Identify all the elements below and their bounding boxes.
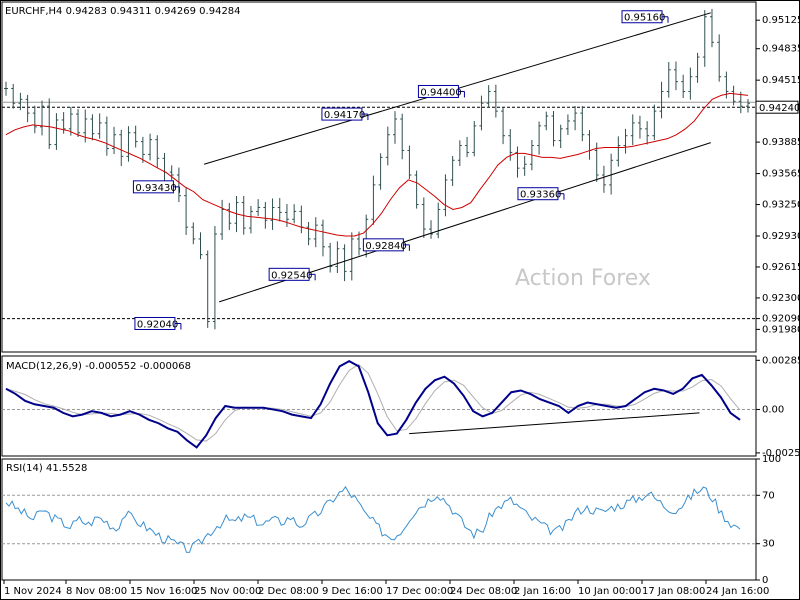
price-tick-label: 0.92615 [762,262,800,273]
x-tick-label: 2 Jan 16:00 [514,586,571,597]
x-tick-label: 25 Nov 00:00 [194,586,261,597]
price-tick-label: 0.93885 [762,137,800,148]
rsi-label: RSI(14) 41.5528 [6,463,87,474]
macd-signal-line [5,364,741,442]
current-price-label: 0.94240 [759,103,800,114]
price-tick-label: 0.94515 [762,75,800,86]
ohlc-bars [4,8,750,330]
annotation-label: 0.93360 [520,190,561,201]
price-tick-label: 0.92090 [762,314,800,325]
macd-line [5,360,741,449]
x-tick-label: 1 Nov 2024 [4,586,62,597]
x-tick-label: 9 Dec 16:00 [322,586,383,597]
annotation-label: 0.92540 [271,270,312,281]
macd-panel-frame [1,355,757,457]
x-tick-label: 24 Dec 08:00 [450,586,517,597]
panel-frames [1,1,757,581]
current-price-box [755,100,799,114]
x-tick-label: 15 Nov 16:00 [130,586,197,597]
price-panel: 0.95125 0.94835 0.94515 0.94240 0.93885 0.935… [2,8,800,335]
x-axis: 1 Nov 2024 8 Nov 08:00 15 Nov 16:0025 Nov … [3,580,769,597]
rsi-tick-label: 30 [762,539,775,550]
rsi-panel: 100 70 30 0 [2,454,781,586]
annotation-label: 0.94170 [324,110,365,121]
rsi-tick-label: 100 [762,454,781,465]
chart-header: EURCHF,H4 0.94283 0.94311 0.94269 0.9428… [5,6,241,17]
rsi-panel-frame [1,458,757,581]
moving-average-line [5,92,749,237]
rsi-tick-label: 70 [762,490,775,501]
x-tick-label: 2 Dec 08:00 [258,586,319,597]
price-panel-frame [1,1,757,353]
x-tick-label: 8 Nov 08:00 [66,586,127,597]
x-tick-label: 17 Jan 08:00 [642,586,705,597]
macd-tick-label: -0.00252 [762,448,800,459]
annotation-label: 0.94400 [420,87,461,98]
price-tick-label: 0.92300 [762,293,800,304]
annotation-label: 0.95160 [624,13,665,24]
price-tick-label: 0.94835 [762,44,800,55]
rsi-line [5,485,741,553]
x-tick-label: 24 Jan 16:00 [706,586,769,597]
macd-tick-label: 0.00 [762,404,784,415]
macd-panel: 0.00285 0.00 -0.00252 [2,355,800,459]
price-tick-label: 0.93565 [762,169,800,180]
x-tick-label: 17 Dec 00:00 [386,586,453,597]
annotation-label: 0.92040 [137,319,178,330]
macd-tick-label: 0.00285 [762,355,800,366]
rsi-tick-label: 0 [762,575,768,586]
price-tick-label: 0.93250 [762,200,800,211]
x-tick-label: 10 Jan 00:00 [578,586,641,597]
annotation-label: 0.92840 [365,241,406,252]
watermark: Action Forex [515,266,651,291]
price-tick-label: 0.92930 [762,231,800,242]
annotation-label: 0.93430 [135,183,176,194]
price-tick-label: 0.95125 [762,15,800,26]
macd-label: MACD(12,26,9) -0.000552 -0.000068 [6,361,191,372]
price-tick-label: 0.91980 [762,324,800,335]
macd-trend-line [409,412,700,435]
